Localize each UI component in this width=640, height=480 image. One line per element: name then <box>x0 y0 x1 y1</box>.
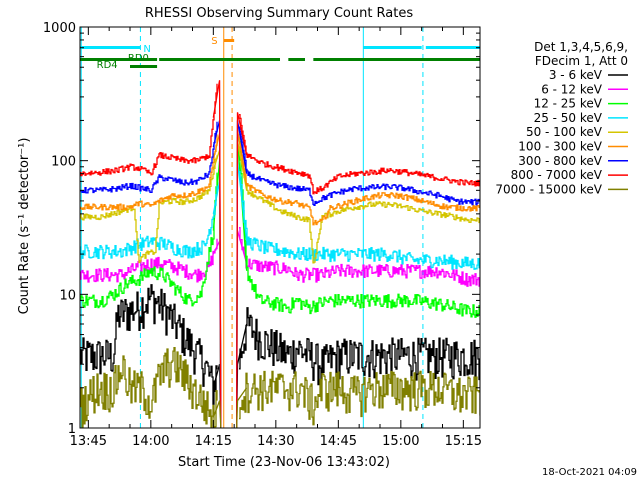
night-bar <box>363 46 422 49</box>
rd0-bar <box>288 58 305 61</box>
legend-header-line-2: FDecim 1, Att 0 <box>535 54 628 68</box>
legend-label: 100 - 300 keV <box>518 140 602 154</box>
x-tick-label: 13:45 <box>70 434 107 449</box>
series-7 <box>80 80 480 428</box>
legend-label: 800 - 7000 keV <box>511 168 603 182</box>
x-tick-label: 14:00 <box>132 434 169 449</box>
legend-label: 3 - 6 keV <box>549 68 603 82</box>
night-label: N <box>143 44 150 55</box>
rd0-bar <box>313 58 480 61</box>
series-line <box>80 134 480 226</box>
x-tick-label: 14:45 <box>320 434 357 449</box>
series-line <box>80 284 480 405</box>
series-flare-spike <box>212 323 248 428</box>
series-8 <box>80 347 480 428</box>
saa-label: S <box>211 36 217 47</box>
series-line <box>80 83 480 195</box>
legend-label: 12 - 25 keV <box>534 97 603 111</box>
rd0-label: RD0 <box>128 53 149 64</box>
series-flare-spike <box>212 160 248 428</box>
footer-timestamp: 18-Oct-2021 04:09 <box>542 467 637 478</box>
y-tick-label: 1 <box>68 422 76 437</box>
plot-frame <box>79 26 481 429</box>
rd0-bar <box>159 58 280 61</box>
series-line <box>80 170 480 270</box>
legend-label: 6 - 12 keV <box>541 82 603 96</box>
legend-header-line-1: Det 1,3,4,5,6,9, <box>534 40 628 54</box>
series-line <box>80 146 480 264</box>
series-line <box>80 227 480 287</box>
legend-label: 300 - 800 keV <box>518 154 602 168</box>
chart-title: RHESSI Observing Summary Count Rates <box>145 6 414 21</box>
legend-label: 7000 - 15000 keV <box>495 182 602 196</box>
rd4-label: RD4 <box>97 60 118 71</box>
rd0-bar <box>80 58 158 61</box>
x-tick-label: 14:15 <box>195 434 232 449</box>
y-tick-label: 1000 <box>43 21 76 36</box>
series-flare-spike <box>212 387 248 428</box>
saa-bar <box>223 39 235 42</box>
x-tick-label: 14:30 <box>257 434 294 449</box>
night-bar <box>425 46 480 49</box>
y-axis-label: Count Rate (s⁻¹ detector⁻¹) <box>17 138 32 315</box>
series-flare-spike <box>212 80 248 428</box>
legend-label: 25 - 50 keV <box>534 111 603 125</box>
series-line <box>80 140 480 318</box>
series-line <box>80 121 480 206</box>
y-tick-label: 100 <box>51 155 76 170</box>
x-axis-label: Start Time (23-Nov-06 13:43:02) <box>178 455 390 470</box>
y-tick-label: 10 <box>59 288 76 303</box>
x-tick-label: 15:15 <box>445 434 482 449</box>
x-tick-label: 15:00 <box>382 434 419 449</box>
night-bar <box>80 46 141 49</box>
legend-label: 50 - 100 keV <box>526 125 603 139</box>
series-line <box>80 347 480 428</box>
rd4-bar <box>130 65 158 68</box>
legend: Det 1,3,4,5,6,9, FDecim 1, Att 0 3 - 6 k… <box>495 40 628 196</box>
series-flare-spike <box>212 230 248 428</box>
